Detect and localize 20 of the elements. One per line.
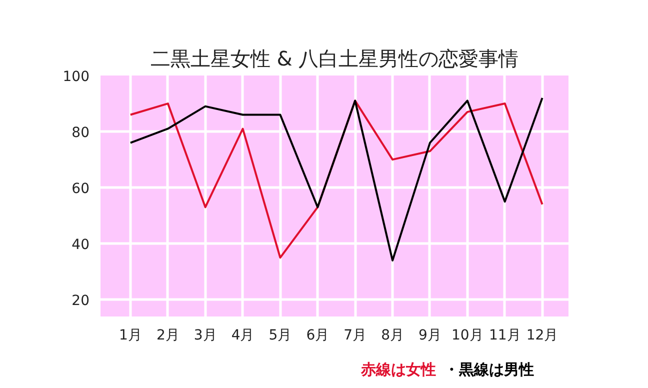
x-tick-label: 8月 xyxy=(381,328,404,344)
x-tick-label: 6月 xyxy=(306,328,330,344)
x-tick-label: 3月 xyxy=(194,328,217,344)
x-tick-label: 9月 xyxy=(418,328,442,344)
x-tick-label: 5月 xyxy=(268,328,292,344)
x-tick-label: 2月 xyxy=(156,328,180,344)
x-tick-label: 4月 xyxy=(231,328,254,344)
text: 赤線は女性 xyxy=(360,360,436,378)
x-tick-label: 12月 xyxy=(526,328,558,344)
y-tick-label: 60 xyxy=(72,181,90,198)
x-tick-label: 10月 xyxy=(452,328,484,344)
x-tick-label: 7月 xyxy=(344,328,367,344)
y-tick-label: 40 xyxy=(72,237,90,254)
x-tick-label: 1月 xyxy=(119,328,142,344)
chart-title: 二黒土星女性 & 八白土星男性の恋愛事情 xyxy=(150,46,519,70)
text: ・黒線は男性 xyxy=(444,360,534,378)
y-tick-label: 100 xyxy=(62,69,90,85)
y-tick-label: 80 xyxy=(72,125,90,142)
y-tick-label: 20 xyxy=(72,293,90,310)
x-tick-label: 11月 xyxy=(488,328,521,344)
